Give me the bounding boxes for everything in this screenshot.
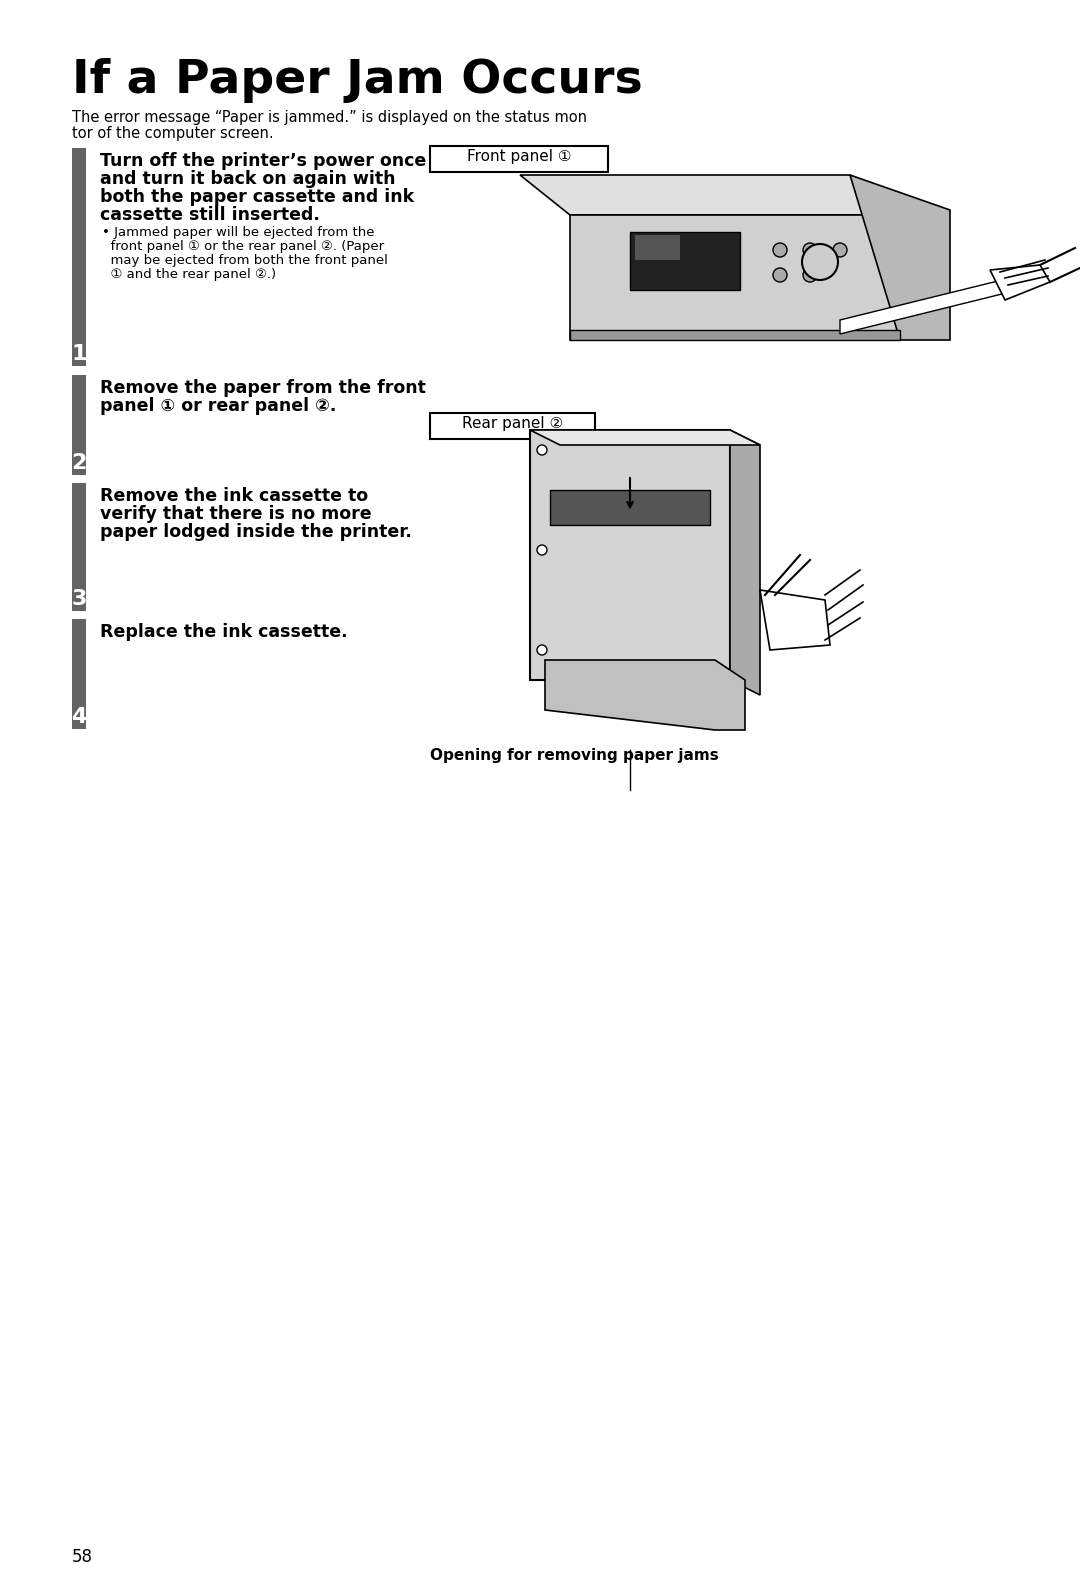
Circle shape: [773, 267, 787, 282]
Text: may be ejected from both the front panel: may be ejected from both the front panel: [102, 255, 388, 267]
Circle shape: [773, 244, 787, 256]
Text: 58: 58: [72, 1547, 93, 1567]
Polygon shape: [840, 279, 1010, 334]
Polygon shape: [635, 236, 680, 259]
Polygon shape: [570, 215, 900, 341]
Bar: [550, 490, 710, 525]
Text: Opening for removing paper jams: Opening for removing paper jams: [430, 748, 719, 763]
Text: both the paper cassette and ink: both the paper cassette and ink: [100, 188, 414, 205]
Text: 3: 3: [71, 589, 86, 610]
Text: 1: 1: [71, 344, 86, 365]
Polygon shape: [545, 661, 745, 731]
Polygon shape: [570, 330, 900, 341]
Circle shape: [537, 446, 546, 455]
Bar: [72, 148, 86, 366]
Bar: [430, 412, 595, 439]
Text: Remove the paper from the front: Remove the paper from the front: [100, 379, 426, 396]
Polygon shape: [760, 591, 831, 650]
Circle shape: [537, 544, 546, 556]
Text: Turn off the printer’s power once: Turn off the printer’s power once: [100, 151, 427, 170]
Text: paper lodged inside the printer.: paper lodged inside the printer.: [100, 524, 411, 541]
Text: Remove the ink cassette to: Remove the ink cassette to: [100, 487, 368, 505]
Polygon shape: [519, 175, 900, 215]
Polygon shape: [850, 175, 950, 341]
Text: and turn it back on again with: and turn it back on again with: [100, 170, 395, 188]
Text: cassette still inserted.: cassette still inserted.: [100, 205, 320, 224]
Text: ① and the rear panel ②.): ① and the rear panel ②.): [102, 267, 276, 282]
Bar: [530, 430, 730, 680]
Bar: [72, 376, 86, 474]
Bar: [430, 146, 608, 172]
Text: panel ① or rear panel ②.: panel ① or rear panel ②.: [100, 396, 336, 416]
Bar: [72, 619, 86, 729]
Circle shape: [802, 244, 838, 280]
Text: If a Paper Jam Occurs: If a Paper Jam Occurs: [72, 57, 643, 103]
Text: 4: 4: [71, 707, 86, 728]
Text: tor of the computer screen.: tor of the computer screen.: [72, 126, 273, 142]
Text: Replace the ink cassette.: Replace the ink cassette.: [100, 622, 348, 642]
Circle shape: [804, 267, 816, 282]
Circle shape: [537, 645, 546, 654]
Text: The error message “Paper is jammed.” is displayed on the status mon: The error message “Paper is jammed.” is …: [72, 110, 588, 126]
Text: 2: 2: [71, 454, 86, 473]
Text: front panel ① or the rear panel ②. (Paper: front panel ① or the rear panel ②. (Pape…: [102, 240, 384, 253]
Circle shape: [804, 244, 816, 256]
Polygon shape: [530, 430, 760, 446]
Polygon shape: [630, 232, 740, 290]
Text: verify that there is no more: verify that there is no more: [100, 505, 372, 524]
Text: Front panel ①: Front panel ①: [467, 150, 571, 164]
Polygon shape: [730, 430, 760, 696]
Text: Rear panel ②: Rear panel ②: [462, 416, 563, 431]
Bar: [72, 482, 86, 611]
Polygon shape: [990, 264, 1050, 299]
Text: • Jammed paper will be ejected from the: • Jammed paper will be ejected from the: [102, 226, 375, 239]
Circle shape: [833, 244, 847, 256]
